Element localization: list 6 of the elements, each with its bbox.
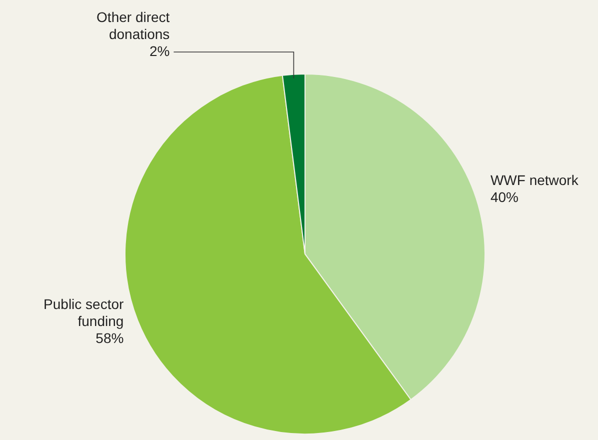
data-label: 2% [149,43,170,59]
slice-label: Other direct donations [96,9,170,42]
data-label: 58% [96,330,124,346]
data-label: 40% [490,189,518,206]
slice-label: WWF network [490,172,580,188]
slice-label: Public sector funding [44,296,124,329]
